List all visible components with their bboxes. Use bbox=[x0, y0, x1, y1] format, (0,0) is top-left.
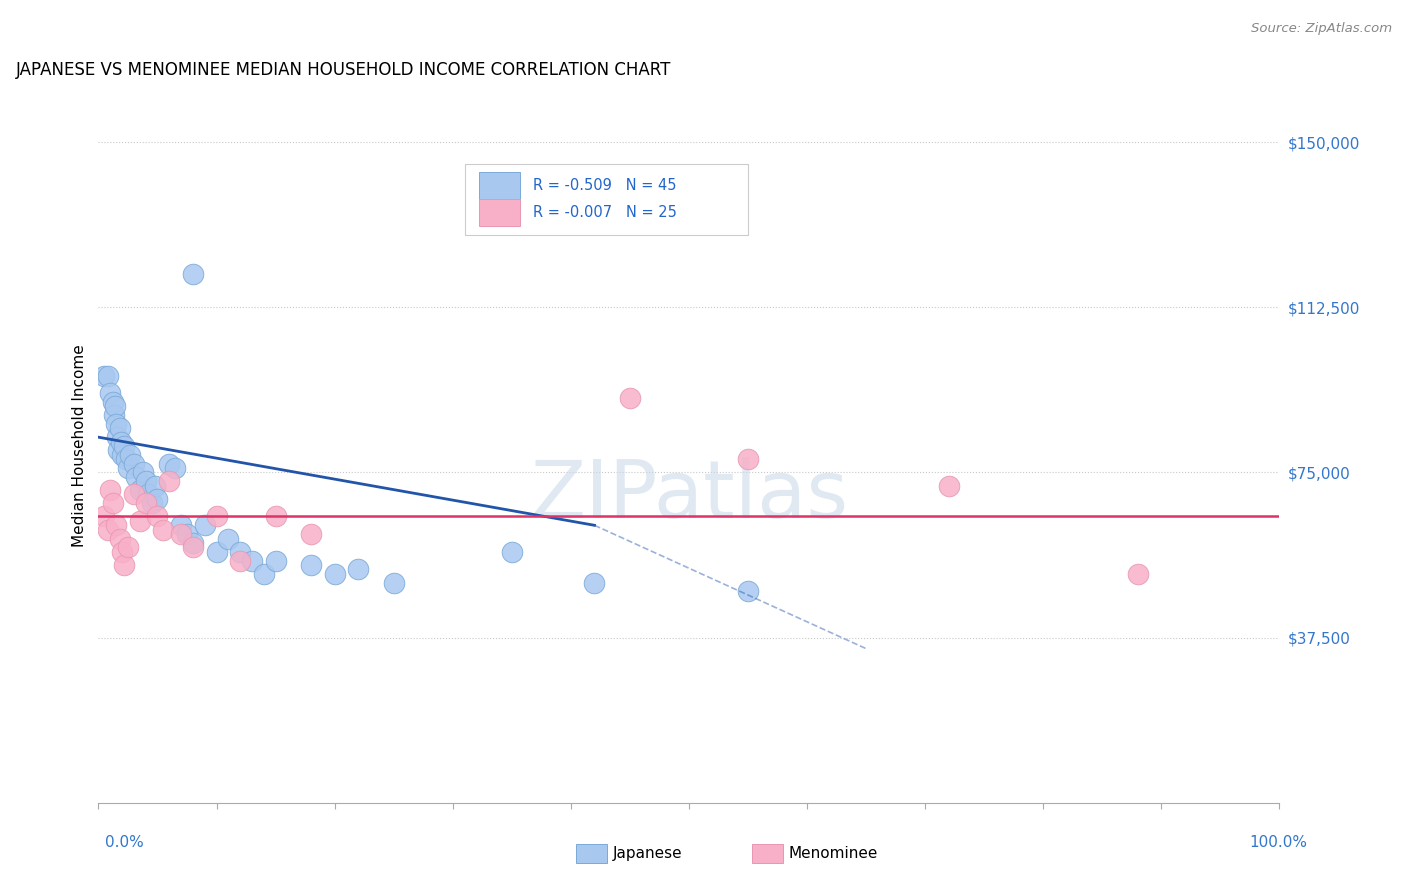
Text: 0.0%: 0.0% bbox=[105, 836, 145, 850]
Point bbox=[108, 532, 131, 546]
Point bbox=[122, 487, 145, 501]
Point bbox=[323, 566, 346, 581]
Point bbox=[93, 509, 115, 524]
Point bbox=[117, 541, 139, 555]
Point bbox=[125, 470, 148, 484]
Point bbox=[157, 457, 180, 471]
Point bbox=[176, 527, 198, 541]
Point bbox=[181, 536, 204, 550]
Text: 100.0%: 100.0% bbox=[1250, 836, 1308, 850]
Point bbox=[229, 545, 252, 559]
Text: Menominee: Menominee bbox=[789, 847, 879, 861]
Point bbox=[170, 518, 193, 533]
Y-axis label: Median Household Income: Median Household Income bbox=[72, 344, 87, 548]
Point bbox=[97, 523, 120, 537]
Point bbox=[104, 400, 127, 414]
Text: R = -0.007   N = 25: R = -0.007 N = 25 bbox=[533, 205, 676, 220]
Point bbox=[229, 553, 252, 567]
Point bbox=[146, 491, 169, 506]
Point bbox=[347, 562, 370, 576]
Point bbox=[152, 523, 174, 537]
Text: JAPANESE VS MENOMINEE MEDIAN HOUSEHOLD INCOME CORRELATION CHART: JAPANESE VS MENOMINEE MEDIAN HOUSEHOLD I… bbox=[15, 62, 671, 79]
Point bbox=[135, 475, 157, 489]
Point bbox=[165, 461, 187, 475]
Point bbox=[501, 545, 523, 559]
Point bbox=[132, 466, 155, 480]
Bar bbox=[478, 199, 520, 227]
Point bbox=[111, 448, 134, 462]
Point bbox=[264, 553, 287, 567]
Point bbox=[98, 386, 121, 401]
Point bbox=[136, 487, 159, 501]
Point bbox=[107, 443, 129, 458]
Point bbox=[128, 514, 150, 528]
Text: ZIPatlas: ZIPatlas bbox=[530, 457, 848, 535]
Point bbox=[157, 475, 180, 489]
Point bbox=[117, 461, 139, 475]
Point bbox=[143, 478, 166, 492]
Point bbox=[101, 496, 124, 510]
Point bbox=[205, 509, 228, 524]
Point bbox=[105, 417, 128, 431]
Point bbox=[98, 483, 121, 497]
Point bbox=[120, 448, 142, 462]
Point bbox=[194, 518, 217, 533]
Point bbox=[737, 584, 759, 599]
Point bbox=[299, 558, 322, 572]
Point bbox=[205, 545, 228, 559]
Point bbox=[101, 395, 124, 409]
FancyBboxPatch shape bbox=[464, 164, 748, 235]
Point bbox=[938, 478, 960, 492]
Point bbox=[112, 558, 135, 572]
Point bbox=[128, 483, 150, 497]
Point bbox=[110, 434, 132, 449]
Point bbox=[103, 408, 125, 422]
Bar bbox=[478, 172, 520, 199]
Point bbox=[105, 518, 128, 533]
Point bbox=[240, 553, 263, 567]
Point bbox=[122, 457, 145, 471]
Point bbox=[146, 509, 169, 524]
Point bbox=[93, 368, 115, 383]
Point bbox=[97, 368, 120, 383]
Point bbox=[141, 496, 163, 510]
Point bbox=[181, 541, 204, 555]
Point bbox=[217, 532, 239, 546]
Point bbox=[299, 527, 322, 541]
Text: Source: ZipAtlas.com: Source: ZipAtlas.com bbox=[1251, 22, 1392, 36]
Point bbox=[619, 391, 641, 405]
Point bbox=[1126, 566, 1149, 581]
Text: R = -0.509   N = 45: R = -0.509 N = 45 bbox=[533, 178, 676, 193]
Point bbox=[170, 527, 193, 541]
Text: Japanese: Japanese bbox=[613, 847, 683, 861]
Point bbox=[264, 509, 287, 524]
Point bbox=[583, 575, 606, 590]
Point bbox=[737, 452, 759, 467]
Point bbox=[111, 545, 134, 559]
Point bbox=[181, 267, 204, 281]
Point bbox=[382, 575, 405, 590]
Point bbox=[114, 452, 136, 467]
Point bbox=[135, 496, 157, 510]
Point bbox=[105, 430, 128, 444]
Point bbox=[112, 439, 135, 453]
Point bbox=[108, 421, 131, 435]
Point bbox=[253, 566, 276, 581]
